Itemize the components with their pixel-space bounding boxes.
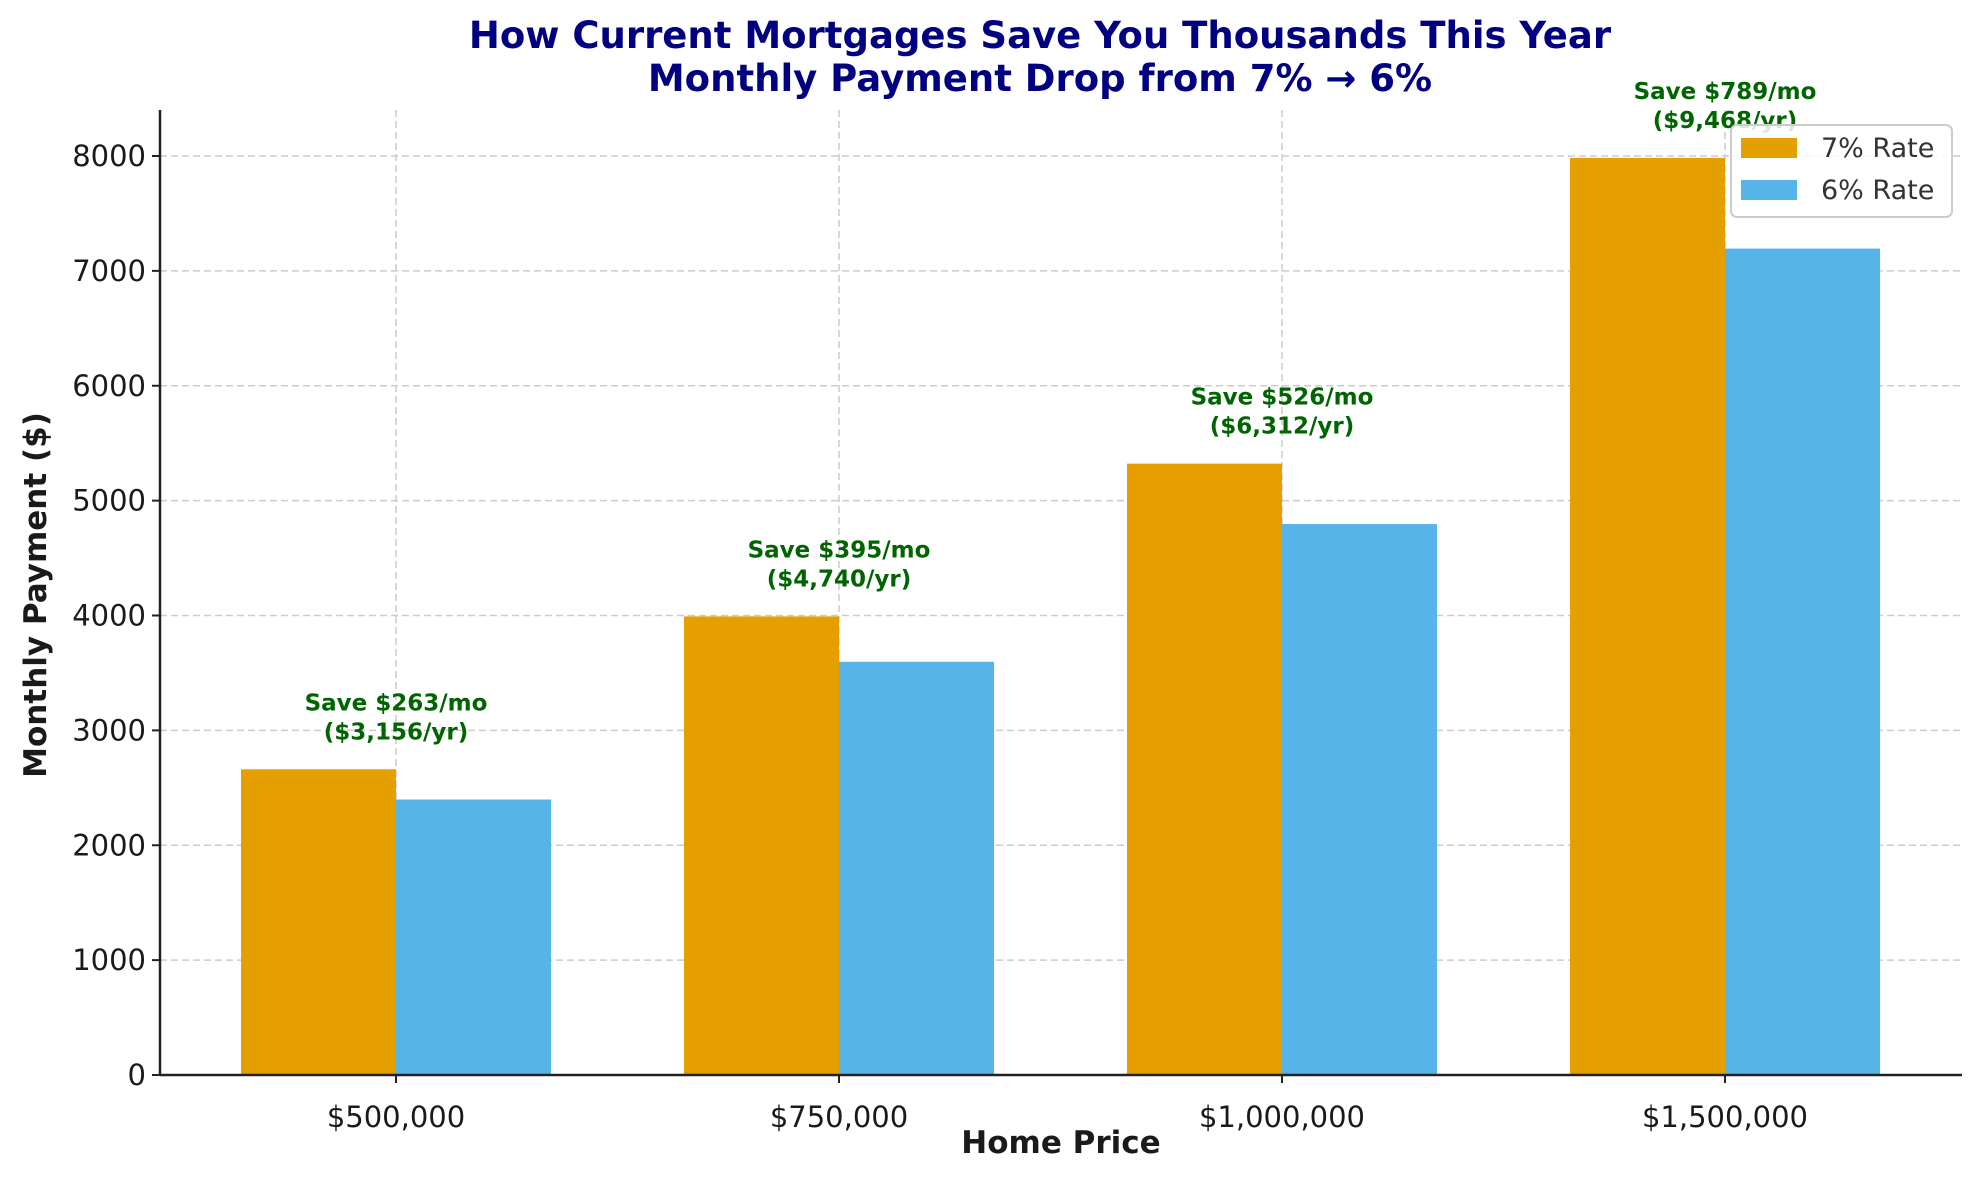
bar-7pct (1570, 157, 1725, 1075)
legend-swatch-7pct (1741, 138, 1797, 158)
bar-6pct (839, 661, 994, 1075)
chart-title-line1: How Current Mortgages Save You Thousands… (468, 14, 1612, 57)
savings-annotation: Save $789/mo (1634, 79, 1817, 105)
x-tick-label: $750,000 (770, 1100, 908, 1134)
y-tick-label: 6000 (72, 369, 146, 403)
y-tick-label: 2000 (72, 828, 146, 862)
bar-6pct (1282, 524, 1437, 1075)
x-axis-label: Home Price (961, 1125, 1160, 1161)
y-tick-label: 3000 (72, 713, 146, 747)
bar-6pct (396, 799, 551, 1075)
savings-annotation: Save $526/mo (1191, 385, 1374, 411)
y-tick-label: 4000 (72, 599, 146, 633)
y-tick-label: 0 (128, 1058, 146, 1092)
y-tick-label: 8000 (72, 139, 146, 173)
savings-annotation: Save $263/mo (305, 690, 488, 716)
bar-7pct (241, 769, 396, 1075)
y-tick-label: 1000 (72, 943, 146, 977)
x-tick-label: $1,000,000 (1199, 1100, 1365, 1134)
y-axis-label: Monthly Payment ($) (18, 412, 54, 778)
legend-label: 7% Rate (1821, 133, 1934, 164)
x-tick-label: $500,000 (327, 1100, 465, 1134)
savings-annotation-yearly: ($4,740/yr) (767, 566, 912, 592)
chart-title-line2: Monthly Payment Drop from 7% → 6% (647, 57, 1433, 100)
axes: 0 1000 2000 3000 4000 5000 6000 7000 8000 $500,00… (18, 110, 1962, 1161)
legend: 7% Rate 6% Rate (1730, 124, 1953, 218)
bar-7pct (1127, 463, 1282, 1075)
savings-annotation-yearly: ($3,156/yr) (324, 719, 469, 745)
legend-swatch-6pct (1741, 180, 1797, 200)
y-tick-label: 5000 (72, 484, 146, 518)
bar-7pct (684, 616, 839, 1075)
legend-label: 6% Rate (1821, 175, 1934, 206)
y-tick-label: 7000 (72, 254, 146, 288)
bars (241, 157, 1880, 1076)
bar-6pct (1725, 248, 1880, 1076)
savings-annotation-yearly: ($6,312/yr) (1210, 414, 1355, 440)
x-tick-label: $1,500,000 (1642, 1100, 1808, 1134)
savings-annotation: Save $395/mo (748, 537, 931, 563)
